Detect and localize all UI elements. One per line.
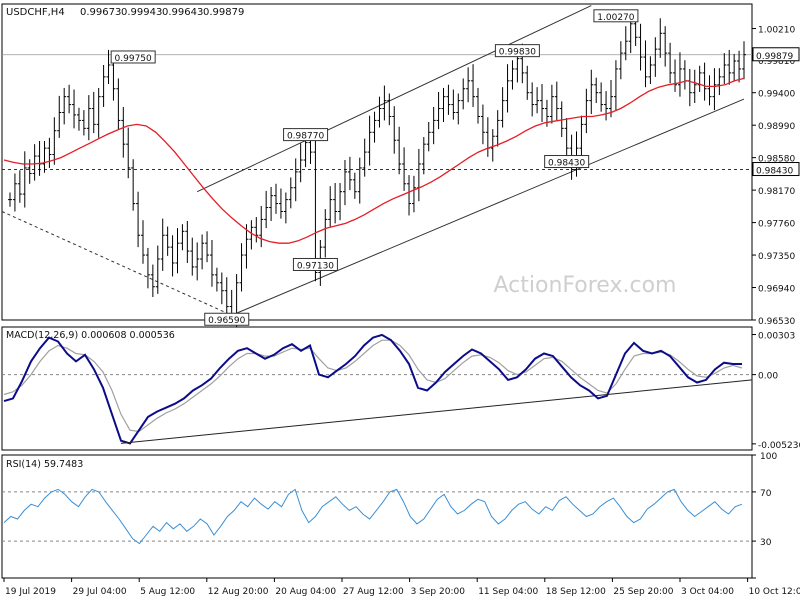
macd-trend-line bbox=[120, 379, 753, 444]
price-header-value: 0.99943 bbox=[121, 7, 162, 18]
watermark-text: ActionForex.com bbox=[494, 273, 677, 298]
price-y-tick-label: 0.99810 bbox=[758, 57, 795, 67]
price-header-value: 0.99643 bbox=[162, 7, 203, 18]
x-axis-label: 25 Sep 20:00 bbox=[613, 587, 673, 597]
price-label-text: 1.00270 bbox=[597, 13, 634, 23]
price-panel-frame bbox=[1, 3, 753, 321]
x-axis-label: 10 Oct 12:00 bbox=[749, 587, 800, 597]
moving-average-line bbox=[3, 77, 745, 244]
rsi-y-tick-label: 100 bbox=[760, 452, 777, 462]
x-axis-label: 20 Aug 04:00 bbox=[275, 587, 336, 597]
rsi-y-tick-label: 70 bbox=[760, 489, 772, 499]
price-label-box bbox=[110, 50, 156, 64]
price-label-box bbox=[283, 128, 329, 142]
price-label-box bbox=[494, 44, 540, 58]
x-axis-label: 11 Sep 04:00 bbox=[478, 587, 538, 597]
descending-trend-line bbox=[1, 211, 232, 316]
price-y-tick-label: 0.98990 bbox=[758, 122, 795, 132]
price-label-box bbox=[593, 9, 639, 23]
x-axis-label: 18 Sep 12:00 bbox=[546, 587, 606, 597]
channel-upper-line bbox=[196, 5, 592, 193]
channel-lower-line bbox=[231, 98, 745, 316]
rsi-line bbox=[3, 488, 743, 545]
x-axis-label: 3 Sep 20:00 bbox=[411, 587, 466, 597]
price-header-value: 0.99673 bbox=[80, 7, 121, 18]
x-axis-label: 5 Aug 12:00 bbox=[140, 587, 195, 597]
price-symbol-label: USDCHF,H4 bbox=[6, 7, 65, 18]
rsi-title: RSI(14) 59.7483 bbox=[6, 459, 83, 470]
price-y-tick-label: 0.97350 bbox=[758, 252, 795, 262]
price-label-text: 0.98430 bbox=[548, 159, 585, 169]
price-y-tick-label: 1.00210 bbox=[758, 26, 795, 36]
rsi-y-tick-label: 30 bbox=[760, 538, 772, 548]
x-axis-label: 3 Oct 04:00 bbox=[681, 587, 734, 597]
macd-y-tick-label: -0.005236 bbox=[758, 441, 800, 451]
rsi-panel: RSI(14) 59.7483 100 70 30 bbox=[1, 452, 777, 579]
price-header-value: 0.99879 bbox=[203, 7, 244, 18]
price-label-text: 0.99750 bbox=[115, 54, 152, 64]
macd-signal-line bbox=[3, 339, 743, 433]
support-level-label: 0.98430 bbox=[756, 167, 793, 177]
price-y-tick-label: 0.97760 bbox=[758, 220, 795, 230]
x-axis-label: 12 Aug 20:00 bbox=[208, 587, 269, 597]
price-label-box bbox=[204, 312, 250, 326]
price-label-box bbox=[544, 155, 590, 169]
price-y-tick-label: 0.99400 bbox=[758, 90, 795, 100]
x-axis: 19 Jul 2019 29 Jul 04:00 5 Aug 12:00 12 Aug… bbox=[3, 578, 800, 597]
price-label-box bbox=[292, 257, 338, 271]
price-y-tick-label: 0.98580 bbox=[758, 155, 795, 165]
macd-panel-frame bbox=[1, 326, 753, 451]
current-price-label: 0.99879 bbox=[756, 52, 793, 62]
macd-y-tick-label: 0.00 bbox=[758, 372, 778, 382]
rsi-panel-frame bbox=[1, 454, 753, 579]
price-y-tick-label: 0.96940 bbox=[758, 285, 795, 295]
x-axis-label: 27 Aug 12:00 bbox=[343, 587, 404, 597]
support-level-box bbox=[752, 162, 800, 177]
macd-panel: MACD(12,26,9) 0.000608 0.000536 0.00303 0.… bbox=[1, 326, 800, 451]
price-y-tick-label: 0.98170 bbox=[758, 187, 795, 197]
macd-title: MACD(12,26,9) 0.000608 0.000536 bbox=[6, 330, 175, 341]
price-label-text: 0.98770 bbox=[287, 132, 324, 142]
price-y-tick-label: 0.96530 bbox=[758, 317, 795, 327]
macd-y-tick-label: 0.00303 bbox=[758, 332, 795, 342]
price-label-text: 0.99830 bbox=[499, 48, 536, 58]
price-label-text: 0.97130 bbox=[297, 261, 334, 271]
x-axis-label: 29 Jul 04:00 bbox=[73, 587, 127, 597]
price-label-text: 0.96590 bbox=[208, 316, 245, 326]
x-axis-label: 19 Jul 2019 bbox=[5, 587, 56, 597]
current-price-box bbox=[752, 47, 800, 62]
